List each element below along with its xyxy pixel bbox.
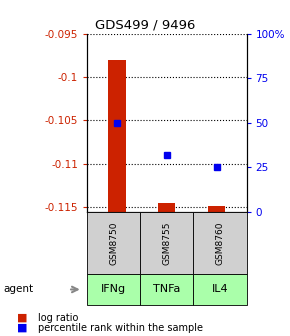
Text: GSM8760: GSM8760 [215, 221, 224, 264]
Bar [108, 60, 126, 212]
Text: percentile rank within the sample: percentile rank within the sample [38, 323, 203, 333]
Text: log ratio: log ratio [38, 312, 78, 323]
Text: TNFa: TNFa [153, 285, 180, 294]
Text: GDS499 / 9496: GDS499 / 9496 [95, 18, 195, 32]
Text: agent: agent [3, 285, 33, 294]
Text: IL4: IL4 [212, 285, 228, 294]
Text: IFNg: IFNg [101, 285, 126, 294]
Text: GSM8755: GSM8755 [162, 221, 171, 264]
Bar [208, 206, 225, 212]
Bar [158, 203, 175, 212]
Text: ■: ■ [17, 323, 28, 333]
Text: GSM8750: GSM8750 [109, 221, 118, 264]
Text: ■: ■ [17, 312, 28, 323]
